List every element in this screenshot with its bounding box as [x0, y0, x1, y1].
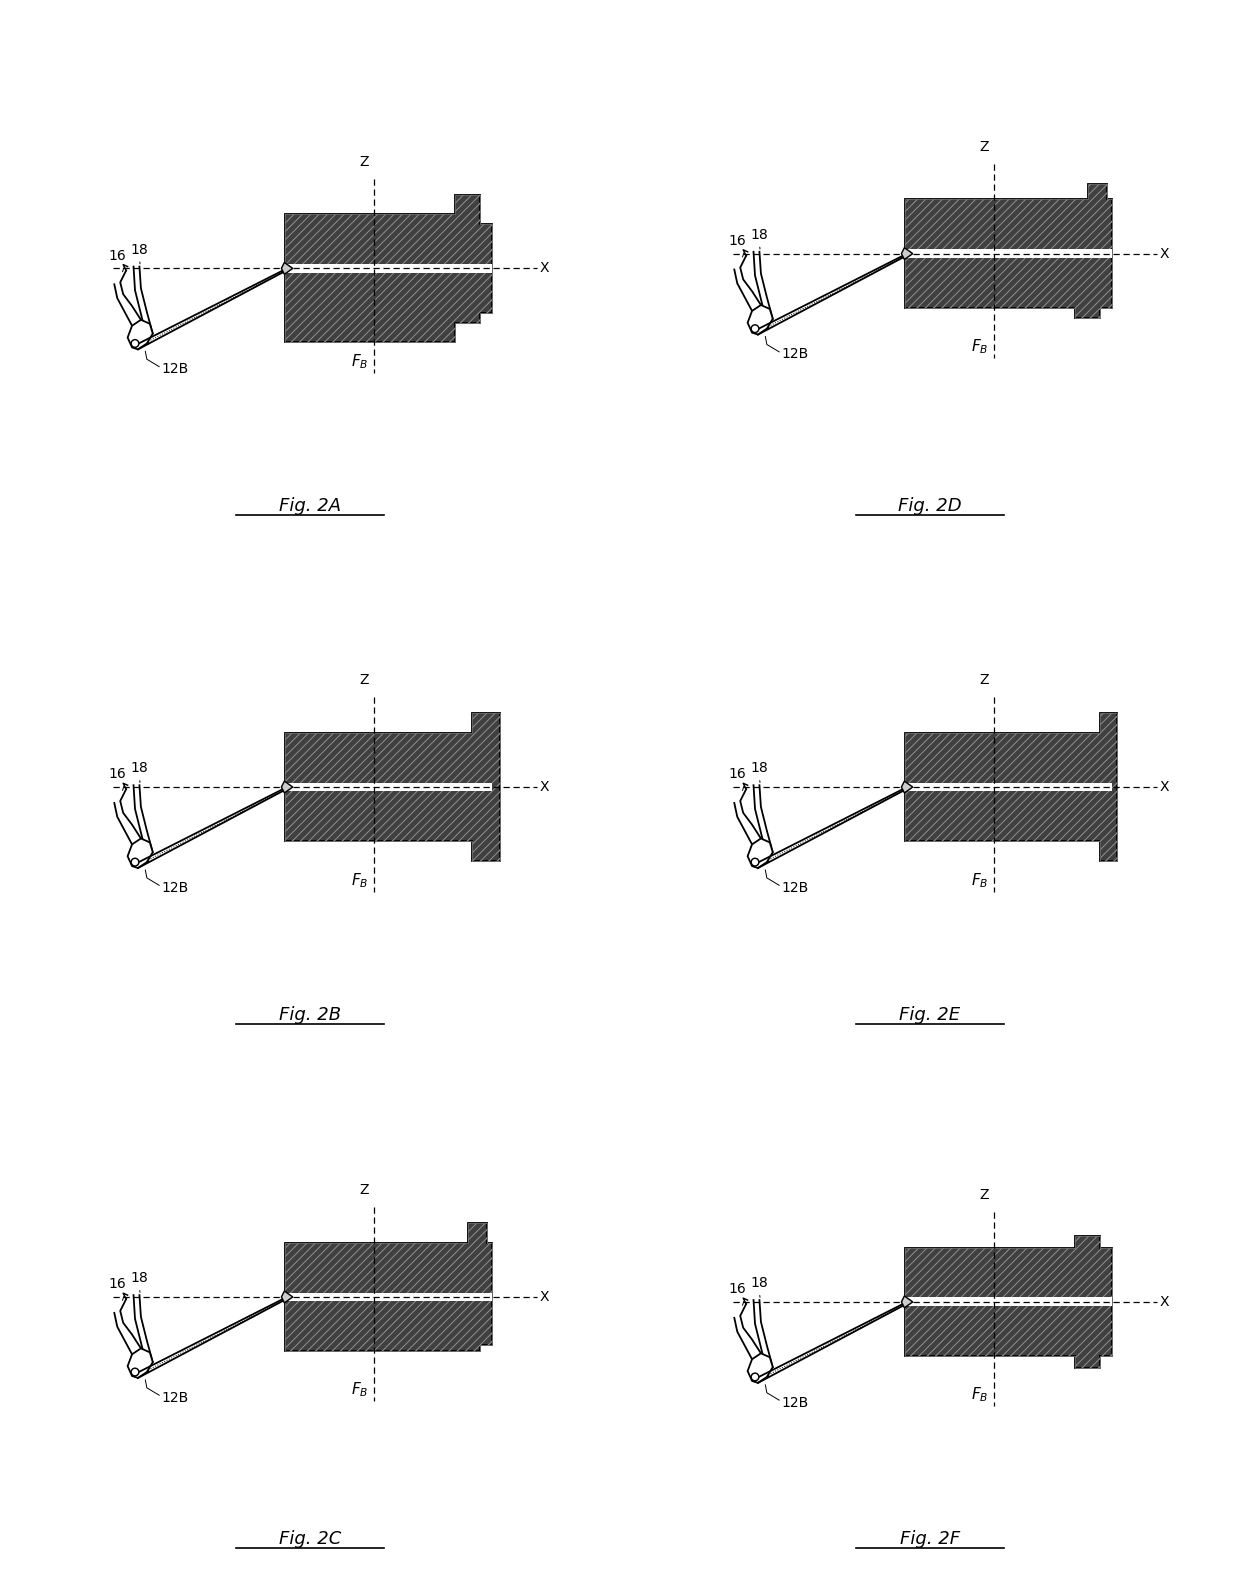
- Text: 16: 16: [728, 768, 746, 781]
- Text: 12B: 12B: [781, 1396, 808, 1410]
- Polygon shape: [281, 1291, 293, 1302]
- Polygon shape: [901, 1296, 913, 1309]
- Text: 16: 16: [728, 1282, 746, 1296]
- Text: 16: 16: [108, 1277, 126, 1291]
- Polygon shape: [905, 1235, 1112, 1367]
- Text: 16: 16: [728, 234, 746, 248]
- Text: X: X: [1159, 246, 1168, 261]
- Circle shape: [751, 1374, 759, 1380]
- Circle shape: [131, 1367, 139, 1375]
- Text: $F_B$: $F_B$: [351, 871, 368, 889]
- Text: 16: 16: [108, 768, 126, 781]
- Text: 12B: 12B: [161, 363, 188, 377]
- Polygon shape: [128, 320, 153, 350]
- Text: 16: 16: [108, 248, 126, 262]
- Text: 12B: 12B: [161, 881, 188, 895]
- Text: $F_B$: $F_B$: [971, 871, 988, 889]
- Polygon shape: [748, 1353, 773, 1383]
- Text: Fig. 2E: Fig. 2E: [899, 1005, 961, 1024]
- Text: Fig. 2B: Fig. 2B: [279, 1005, 341, 1024]
- Polygon shape: [905, 1297, 1112, 1307]
- Text: Z: Z: [360, 154, 370, 169]
- Circle shape: [751, 324, 759, 332]
- Polygon shape: [285, 714, 500, 860]
- Text: 12B: 12B: [161, 1391, 188, 1404]
- Polygon shape: [128, 838, 153, 868]
- Text: 18: 18: [130, 1272, 149, 1285]
- Circle shape: [131, 340, 139, 347]
- Text: Z: Z: [360, 674, 370, 687]
- Text: $F_B$: $F_B$: [351, 353, 368, 370]
- Polygon shape: [285, 194, 492, 342]
- Polygon shape: [901, 781, 913, 793]
- Text: Z: Z: [980, 674, 990, 687]
- Text: 18: 18: [750, 1277, 769, 1289]
- Polygon shape: [905, 250, 1112, 258]
- Text: Fig. 2F: Fig. 2F: [900, 1530, 960, 1549]
- Text: Z: Z: [360, 1183, 370, 1197]
- Polygon shape: [285, 1223, 492, 1352]
- Circle shape: [131, 859, 139, 867]
- Text: 18: 18: [130, 762, 149, 776]
- Text: 12B: 12B: [781, 881, 808, 895]
- Polygon shape: [905, 714, 1117, 860]
- Polygon shape: [285, 1293, 492, 1301]
- Polygon shape: [748, 838, 773, 868]
- Text: $F_B$: $F_B$: [351, 1380, 368, 1399]
- Text: X: X: [539, 781, 548, 793]
- Polygon shape: [285, 782, 492, 792]
- Text: 12B: 12B: [781, 347, 808, 361]
- Polygon shape: [905, 782, 1112, 792]
- Text: $F_B$: $F_B$: [971, 1385, 988, 1404]
- Text: X: X: [1159, 1294, 1168, 1309]
- Polygon shape: [905, 184, 1112, 318]
- Text: 18: 18: [750, 227, 769, 242]
- Polygon shape: [748, 305, 773, 334]
- Text: X: X: [539, 261, 548, 275]
- Polygon shape: [285, 264, 492, 273]
- Text: Z: Z: [980, 140, 990, 154]
- Text: X: X: [539, 1289, 548, 1304]
- Text: X: X: [1159, 781, 1168, 793]
- Text: 18: 18: [750, 762, 769, 776]
- Text: $F_B$: $F_B$: [971, 337, 988, 356]
- Text: Fig. 2C: Fig. 2C: [279, 1530, 341, 1549]
- Polygon shape: [901, 248, 913, 259]
- Text: Z: Z: [980, 1188, 990, 1202]
- Text: Fig. 2D: Fig. 2D: [898, 496, 962, 515]
- Text: 18: 18: [130, 243, 149, 256]
- Circle shape: [751, 859, 759, 867]
- Polygon shape: [281, 262, 293, 275]
- Polygon shape: [128, 1348, 153, 1379]
- Text: Fig. 2A: Fig. 2A: [279, 496, 341, 515]
- Polygon shape: [281, 781, 293, 793]
